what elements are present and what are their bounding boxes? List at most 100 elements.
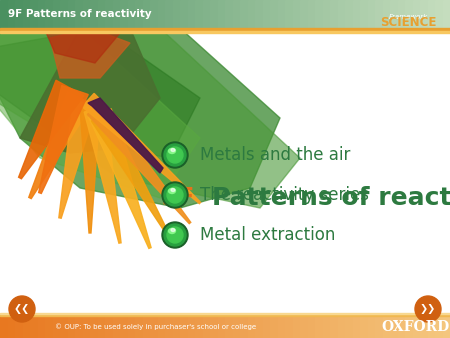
Circle shape <box>415 296 441 322</box>
Bar <box>135 0 144 28</box>
Bar <box>180 0 189 28</box>
Bar <box>180 316 189 338</box>
Bar <box>240 316 248 338</box>
Circle shape <box>167 147 183 163</box>
Bar <box>0 0 9 28</box>
Circle shape <box>162 142 188 168</box>
Bar <box>300 316 309 338</box>
Bar <box>375 316 383 338</box>
Bar <box>22 316 31 338</box>
Polygon shape <box>80 108 100 233</box>
Polygon shape <box>89 109 151 248</box>
Bar <box>360 0 369 28</box>
Bar <box>172 316 181 338</box>
Bar <box>435 316 444 338</box>
Bar <box>98 316 106 338</box>
Bar <box>240 0 248 28</box>
Bar <box>375 0 383 28</box>
Bar <box>53 316 61 338</box>
Bar <box>37 316 46 338</box>
Bar <box>255 316 264 338</box>
Bar <box>382 316 391 338</box>
Bar <box>68 316 76 338</box>
Bar <box>292 316 301 338</box>
Bar <box>442 0 450 28</box>
Polygon shape <box>29 92 93 199</box>
Bar <box>352 316 361 338</box>
Bar <box>143 316 151 338</box>
Bar <box>428 0 436 28</box>
Bar <box>315 0 324 28</box>
Bar <box>165 316 174 338</box>
Bar <box>278 316 286 338</box>
Bar <box>300 0 309 28</box>
Polygon shape <box>45 23 120 63</box>
Polygon shape <box>39 86 88 193</box>
Ellipse shape <box>171 148 175 151</box>
Bar <box>195 0 203 28</box>
Bar <box>420 0 428 28</box>
Bar <box>105 316 113 338</box>
Bar <box>270 0 279 28</box>
Bar <box>390 0 399 28</box>
Polygon shape <box>20 28 160 153</box>
Bar <box>442 316 450 338</box>
Polygon shape <box>50 28 130 78</box>
Bar <box>37 0 46 28</box>
Bar <box>60 316 68 338</box>
Bar <box>98 0 106 28</box>
Bar <box>120 316 129 338</box>
Bar <box>420 316 428 338</box>
Bar <box>413 316 421 338</box>
Polygon shape <box>18 80 84 179</box>
Circle shape <box>162 222 188 248</box>
Bar <box>405 316 414 338</box>
Bar <box>352 0 361 28</box>
Text: ❮❮: ❮❮ <box>14 304 30 314</box>
Bar <box>8 316 16 338</box>
Bar <box>0 314 450 316</box>
Bar <box>428 316 436 338</box>
Bar <box>15 316 23 338</box>
Bar <box>307 0 316 28</box>
Text: Patterns of reactivity: Patterns of reactivity <box>212 186 450 210</box>
Bar <box>270 316 279 338</box>
Bar <box>127 316 136 338</box>
Bar <box>75 316 84 338</box>
Bar <box>75 0 84 28</box>
Polygon shape <box>59 100 97 218</box>
Bar <box>405 0 414 28</box>
Bar <box>158 0 166 28</box>
Bar <box>278 0 286 28</box>
Bar <box>202 316 211 338</box>
Circle shape <box>164 184 186 206</box>
Bar <box>233 316 241 338</box>
Bar <box>323 0 331 28</box>
Bar <box>60 0 68 28</box>
Polygon shape <box>82 93 201 204</box>
Bar <box>262 316 271 338</box>
Bar <box>0 313 450 314</box>
Text: Framework: Framework <box>388 14 428 20</box>
Bar <box>225 316 234 338</box>
Bar <box>90 316 99 338</box>
Bar <box>202 0 211 28</box>
Bar <box>210 316 219 338</box>
Bar <box>307 316 316 338</box>
Polygon shape <box>91 111 171 239</box>
Bar <box>150 0 158 28</box>
Text: The reactivity series: The reactivity series <box>200 186 369 204</box>
Bar <box>105 0 113 28</box>
Bar <box>233 0 241 28</box>
Bar <box>217 316 226 338</box>
Bar <box>0 28 450 31</box>
Bar <box>112 0 121 28</box>
Bar <box>315 316 324 338</box>
Bar <box>8 0 16 28</box>
Ellipse shape <box>168 148 176 153</box>
Bar <box>217 0 226 28</box>
Bar <box>120 0 129 28</box>
Bar <box>292 0 301 28</box>
Bar <box>390 316 399 338</box>
Text: ❯❯: ❯❯ <box>420 304 436 314</box>
